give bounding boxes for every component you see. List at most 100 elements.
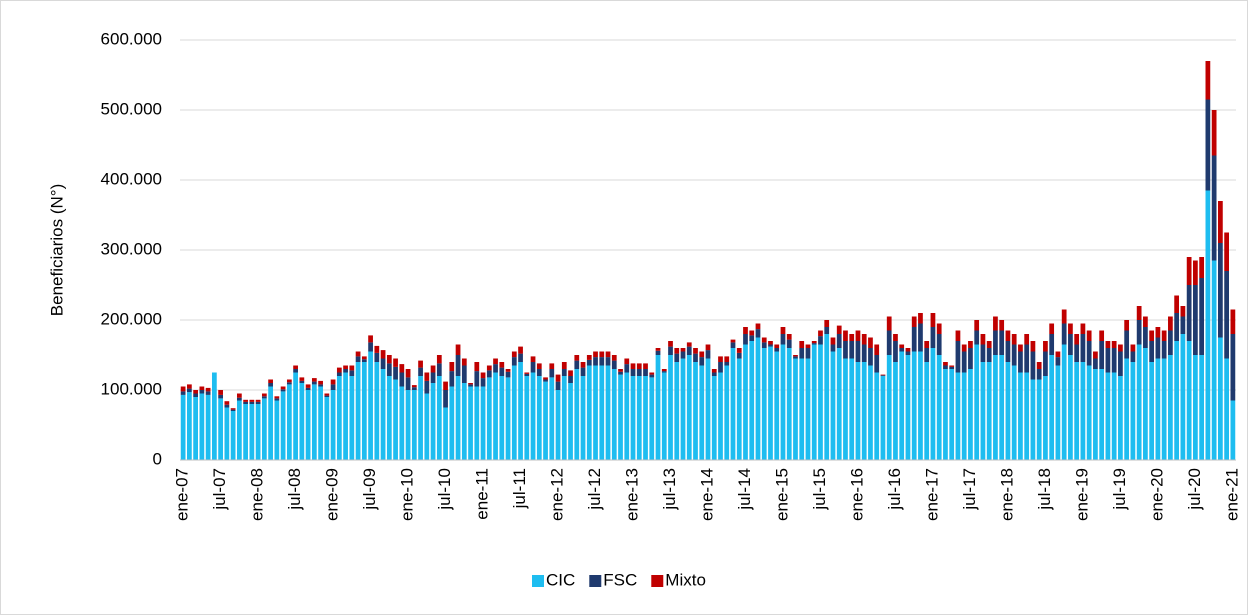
x-tick-label: jul-20 — [1185, 468, 1204, 511]
bar-segment — [1180, 316, 1186, 334]
bar-segment — [380, 369, 386, 460]
bar-segment — [468, 386, 473, 460]
bar-segment — [1111, 348, 1117, 373]
bar-segment — [724, 365, 730, 460]
bar-segment — [880, 374, 886, 376]
bar-segment — [749, 341, 755, 460]
bar-segment — [849, 358, 855, 460]
bar-segment — [1193, 260, 1198, 285]
bar-segment — [393, 358, 398, 367]
bar-segment — [861, 334, 867, 345]
bar-segment — [236, 393, 242, 398]
bar-segment — [1036, 362, 1042, 369]
bar-segment — [1030, 351, 1036, 380]
bar-segment — [349, 365, 355, 371]
bar-segment — [661, 371, 667, 373]
bar-segment — [199, 386, 205, 390]
bar-segment — [1118, 351, 1123, 376]
bar-segment — [1068, 355, 1073, 460]
bar-segment — [518, 346, 523, 354]
bar-segment — [405, 377, 411, 390]
bar-segment — [474, 362, 480, 372]
bar-segment — [980, 344, 986, 362]
bar-segment — [205, 394, 211, 460]
bar-segment — [393, 366, 398, 380]
legend-label: CIC — [546, 570, 575, 589]
bar-segment — [461, 365, 467, 383]
bar-segment — [1055, 357, 1061, 366]
bar-segment — [630, 369, 636, 376]
bar-segment — [218, 398, 223, 460]
bar-segment — [355, 362, 361, 460]
bar-segment — [711, 376, 717, 460]
bar-segment — [999, 355, 1005, 460]
bar-segment — [549, 369, 555, 378]
bar-segment — [824, 320, 830, 327]
bar-segment — [180, 386, 186, 392]
bar-segment — [1168, 355, 1173, 460]
bar-segment — [324, 395, 330, 397]
bar-segment — [1211, 110, 1217, 156]
bar-segment — [443, 381, 448, 390]
bar-segment — [574, 369, 580, 460]
bar-segment — [968, 348, 973, 369]
bar-segment — [624, 364, 630, 373]
bar-segment — [393, 379, 398, 460]
bar-segment — [836, 325, 842, 334]
bar-segment — [761, 342, 767, 348]
bar-segment — [361, 356, 367, 360]
bar-segment — [280, 386, 286, 390]
bar-segment — [268, 386, 273, 460]
bar-segment — [1161, 358, 1167, 460]
bar-segment — [786, 348, 792, 460]
bar-segment — [493, 364, 498, 373]
bar-segment — [299, 377, 305, 381]
bar-segment — [543, 381, 548, 460]
bar-segment — [486, 377, 492, 460]
x-tick-label: ene-09 — [323, 468, 342, 521]
bar-segment — [1155, 337, 1161, 359]
bar-segment — [911, 327, 917, 352]
bar-segment — [436, 355, 442, 364]
bar-segment — [630, 363, 636, 369]
bar-segment — [1136, 344, 1142, 460]
bar-segment — [674, 362, 680, 460]
bar-segment — [524, 372, 530, 374]
bar-segment — [855, 341, 861, 362]
bar-segment — [1099, 369, 1105, 460]
bar-segment — [249, 401, 255, 404]
bar-segment — [749, 330, 755, 336]
bar-segment — [743, 344, 748, 460]
bar-segment — [274, 396, 280, 399]
bar-segment — [961, 372, 967, 460]
bar-segment — [436, 376, 442, 460]
bar-segment — [824, 327, 830, 334]
bar-segment — [568, 370, 573, 376]
bar-segment — [686, 346, 692, 355]
bar-segment — [543, 377, 548, 380]
bar-segment — [261, 396, 267, 399]
bar-segment — [1061, 309, 1067, 324]
bar-segment — [355, 356, 361, 362]
bar-segment — [480, 378, 486, 387]
bar-segment — [630, 376, 636, 460]
bar-segment — [655, 355, 661, 460]
bar-segment — [230, 408, 236, 410]
bar-segment — [786, 339, 792, 348]
bar-segment — [993, 316, 998, 331]
bar-segment — [193, 393, 198, 397]
bar-segment — [1124, 320, 1130, 331]
x-tick-label: jul-07 — [210, 468, 229, 511]
bar-segment — [480, 386, 486, 460]
bar-segment — [905, 348, 911, 352]
bar-segment — [511, 351, 517, 358]
x-tick-label: jul-15 — [810, 468, 829, 511]
x-tick-label: jul-14 — [735, 468, 754, 511]
bar-segment — [955, 341, 961, 373]
bar-segment — [493, 358, 498, 365]
bar-segment — [1118, 376, 1123, 460]
bar-segment — [668, 341, 673, 347]
bar-segment — [574, 355, 580, 361]
bar-segment — [986, 362, 992, 460]
bar-segment — [518, 362, 523, 460]
